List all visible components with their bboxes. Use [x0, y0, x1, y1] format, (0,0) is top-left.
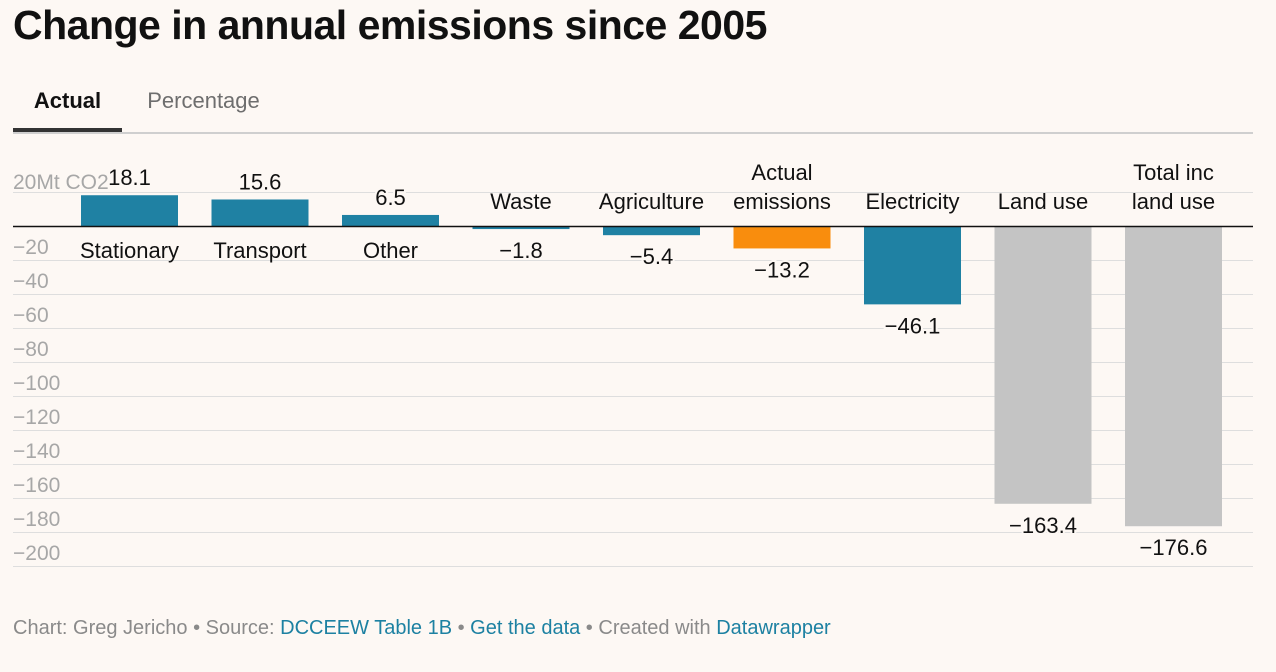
y-tick-label: −120 [13, 406, 60, 429]
value-label: −1.8 [499, 238, 542, 263]
footer: Chart: Greg Jericho • Source: DCCEEW Tab… [13, 617, 831, 640]
y-tick-label: −20 [13, 236, 49, 259]
category-label: emissions [733, 189, 831, 214]
y-tick-label: −200 [13, 542, 60, 565]
value-label: 15.6 [239, 169, 282, 194]
footer-separator: • [187, 617, 206, 639]
value-label: −5.4 [630, 244, 673, 269]
datawrapper-link[interactable]: Datawrapper [716, 617, 831, 639]
y-tick-label: −80 [13, 338, 49, 361]
bar [342, 214, 439, 226]
tab-bar: Actual Percentage [13, 84, 1253, 134]
source-link[interactable]: DCCEEW Table 1B [280, 617, 453, 639]
bar [81, 195, 178, 226]
bar [211, 199, 309, 226]
y-tick-label: −160 [13, 474, 60, 497]
bar [733, 226, 831, 249]
bar-chart: 20Mt CO2 −20 −40 −60 −80 −100 −120 −140 −160 −180… [13, 160, 1253, 567]
category-label: Agriculture [599, 189, 704, 214]
get-data-link[interactable]: Get the data [470, 617, 581, 639]
category-label: Actual [751, 160, 812, 185]
category-label: Transport [213, 238, 306, 263]
value-label: 6.5 [375, 185, 406, 210]
y-tick-label: −60 [13, 304, 49, 327]
y-tick-label: −140 [13, 440, 60, 463]
category-label: Other [363, 238, 418, 263]
y-tick-label: −100 [13, 372, 60, 395]
category-label: Electricity [865, 189, 959, 214]
bar [472, 226, 570, 230]
footer-source-prefix: Source: [205, 617, 281, 639]
chart-title: Change in annual emissions since 2005 [13, 2, 767, 48]
bar [864, 226, 961, 305]
category-label: land use [1132, 189, 1215, 214]
category-label: Total inc [1133, 160, 1214, 185]
bar [994, 226, 1092, 504]
y-tick-label: −180 [13, 508, 60, 531]
category-label: Waste [490, 189, 552, 214]
footer-separator: • [452, 617, 471, 639]
y-tick-label: −40 [13, 270, 49, 293]
value-label: −46.1 [885, 313, 941, 338]
value-label: 18.1 [108, 165, 151, 190]
tab-percentage[interactable]: Percentage [147, 88, 260, 113]
value-label: −163.4 [1009, 513, 1077, 538]
footer-credit: Chart: Greg Jericho [13, 617, 188, 639]
y-tick-label: 20Mt CO2 [13, 171, 109, 194]
category-label: Land use [998, 189, 1089, 214]
footer-separator: • [580, 617, 599, 639]
value-label: −13.2 [754, 257, 810, 282]
tab-actual[interactable]: Actual [13, 84, 122, 132]
category-label: Stationary [80, 238, 179, 263]
bar [603, 226, 700, 236]
footer-created-prefix: Created with [598, 617, 717, 639]
bar [1125, 226, 1222, 527]
value-label: −176.6 [1140, 535, 1208, 560]
